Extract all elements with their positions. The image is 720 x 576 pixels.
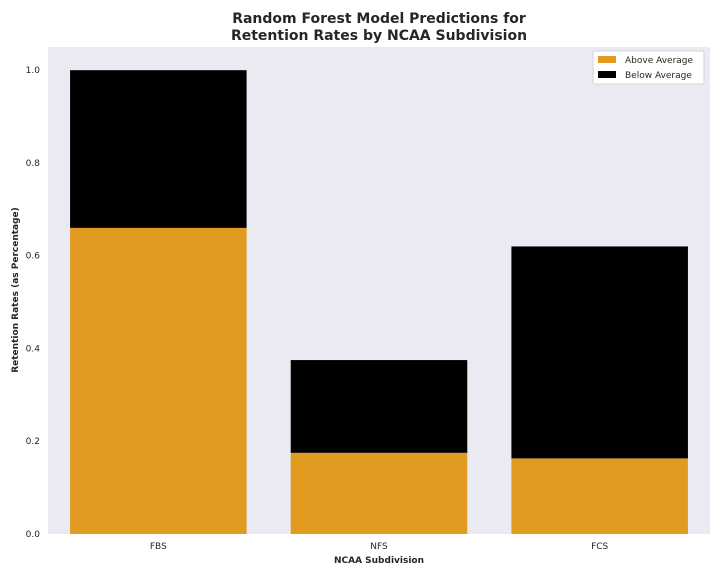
y-tick-label: 0.4 (26, 344, 41, 354)
legend-swatch-below-average (598, 71, 616, 78)
x-tick-label-nfs: NFS (370, 542, 388, 552)
bar-nfs-below-average (290, 360, 468, 453)
legend-swatch-above-average (598, 56, 616, 63)
y-tick-label: 0.0 (26, 530, 41, 540)
bar-fbs-above-average (70, 227, 247, 534)
bars-layer (70, 70, 688, 534)
chart-title-line-2: Retention Rates by NCAA Subdivision (231, 28, 527, 44)
x-tick-labels: FBS NFS FCS (150, 542, 609, 552)
y-tick-label: 1.0 (26, 66, 41, 76)
y-axis-label: Retention Rates (as Percentage) (11, 207, 21, 373)
legend-label-above-average: Above Average (625, 56, 694, 66)
bar-fcs-below-average (511, 246, 688, 459)
x-axis-label: NCAA Subdivision (334, 556, 424, 566)
y-tick-labels: 0.0 0.2 0.4 0.6 0.8 1.0 (26, 66, 41, 540)
x-tick-label-fbs: FBS (150, 542, 167, 552)
bar-fbs-below-average (70, 70, 247, 228)
legend-label-below-average: Below Average (625, 71, 692, 81)
y-tick-label: 0.8 (26, 159, 41, 169)
y-tick-label: 0.6 (26, 252, 41, 262)
y-tick-label: 0.2 (26, 437, 40, 447)
legend: Above Average Below Average (592, 50, 705, 85)
chart-title-line-1: Random Forest Model Predictions for (232, 11, 526, 27)
legend-box (592, 50, 705, 85)
bar-fcs-above-average (511, 458, 688, 534)
x-tick-label-fcs: FCS (591, 542, 608, 552)
bar-nfs-above-average (290, 452, 468, 534)
